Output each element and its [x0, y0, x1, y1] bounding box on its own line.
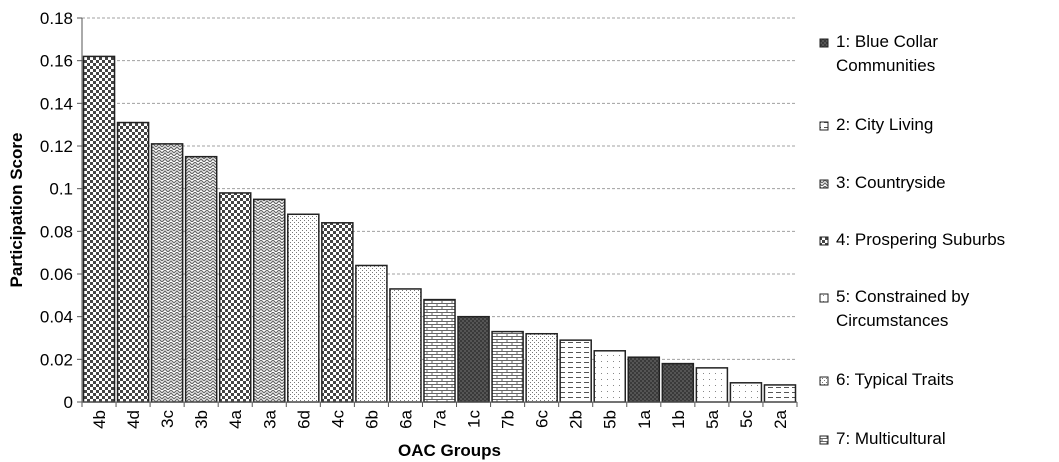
legend-swatch-5	[819, 293, 829, 303]
bar-6d	[287, 213, 320, 403]
x-tick-label: 4a	[226, 409, 245, 428]
x-tick-label: 1a	[635, 409, 654, 428]
y-tick-label: 0.08	[40, 222, 73, 241]
bar-6a	[389, 288, 422, 403]
x-tick-label: 3c	[158, 410, 177, 428]
x-tick-label: 4d	[124, 410, 143, 429]
legend-swatch-1	[819, 38, 829, 48]
bar-1b	[661, 362, 695, 403]
y-tick-label: 0.12	[40, 137, 73, 156]
legend-swatch-6	[819, 376, 829, 386]
x-tick-label: 7b	[499, 410, 518, 429]
legend: 1: Blue Collar Communities 2: City Living 3…	[819, 32, 1005, 448]
x-tick-label: 5a	[703, 409, 722, 428]
legend-swatch-3	[819, 179, 829, 189]
legend-label-4: 4: Prospering Suburbs	[836, 230, 1005, 249]
y-tick-label: 0	[64, 393, 73, 412]
bar-1c	[457, 315, 490, 403]
bar-4b	[82, 55, 116, 403]
x-tick-label: 2b	[567, 410, 586, 429]
y-tick-label: 0.14	[40, 94, 73, 113]
bar-4c	[321, 222, 354, 403]
x-tick-label: 6a	[396, 409, 415, 428]
bar-3c	[150, 143, 184, 403]
x-tick-label: 4b	[90, 410, 109, 429]
legend-label-6: 6: Typical Traits	[836, 370, 954, 389]
bar-4a	[218, 192, 252, 403]
bar-2a	[763, 384, 797, 403]
legend-label-1: 1: Blue Collar	[836, 32, 938, 51]
x-tick-label: 5b	[601, 410, 620, 429]
bar-2b	[559, 339, 592, 403]
bar-3b	[184, 155, 218, 403]
bar-7a	[423, 298, 456, 403]
legend-label-5: 5: Constrained by	[836, 287, 970, 306]
legend-swatch-2	[819, 121, 829, 131]
bar-6b	[355, 264, 388, 403]
x-tick-label: 6c	[533, 410, 552, 428]
y-axis-title: Participation Score	[7, 133, 26, 288]
bar-5c	[729, 382, 763, 403]
bar-7b	[491, 330, 524, 403]
bar-5b	[593, 350, 627, 403]
bar-3a	[252, 198, 286, 403]
bar-1a	[627, 356, 661, 403]
x-tick-label: 3b	[192, 410, 211, 429]
legend-swatch-4	[819, 236, 829, 246]
bar-4d	[116, 121, 150, 403]
x-tick-label: 4c	[328, 410, 347, 428]
x-tick-label: 6d	[294, 410, 313, 429]
bars	[82, 55, 797, 403]
legend-label-5: Circumstances	[836, 311, 948, 330]
x-tick-label: 5c	[737, 410, 756, 428]
y-tick-label: 0.16	[40, 52, 73, 71]
legend-label-1: Communities	[836, 56, 935, 75]
y-tick-label: 0.18	[40, 9, 73, 28]
x-tick-label: 2a	[771, 409, 790, 428]
legend-label-2: 2: City Living	[836, 115, 933, 134]
y-tick-label: 0.06	[40, 265, 73, 284]
x-axis-title: OAC Groups	[398, 441, 501, 460]
legend-swatch-7	[819, 435, 829, 445]
x-tick-label: 3a	[260, 409, 279, 428]
x-tick-label: 1b	[669, 410, 688, 429]
bar-6c	[525, 332, 558, 403]
y-tick-label: 0.02	[40, 350, 73, 369]
y-tick-label: 0.04	[40, 308, 73, 327]
bar-5a	[695, 367, 729, 403]
x-tick-label: 7a	[431, 409, 450, 428]
axes: 0 0.02 0.04 0.06 0.08 0.1 0.12 0.14 0.16 0.18 4b 4d…	[7, 9, 798, 460]
legend-label-7: 7: Multicultural	[836, 429, 946, 448]
x-tick-label: 6b	[362, 410, 381, 429]
legend-label-3: 3: Countryside	[836, 173, 946, 192]
y-tick-label: 0.1	[49, 180, 73, 199]
x-tick-label: 1c	[465, 410, 484, 428]
